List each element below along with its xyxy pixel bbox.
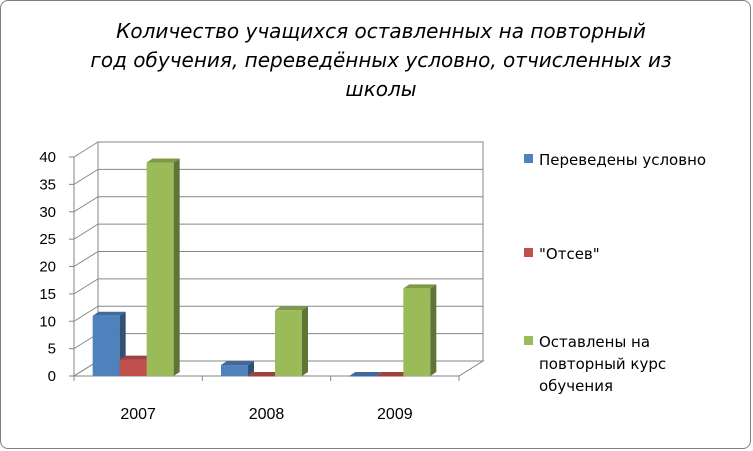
bar-side [302,306,308,376]
legend-label: "Отсев" [539,243,600,265]
bar-side [248,361,254,376]
bar-top [376,372,410,376]
legend-item-2: "Отсев" [524,243,600,265]
bar-front [403,288,431,376]
chart-title: Количество учащихся оставленных на повто… [61,17,701,104]
legend-item-3: Оставлены на повторный курс обучения [524,331,666,397]
label-layer: 0 5 10 15 20 25 30 35 40 2007 2008 2009 [39,149,412,423]
bar-2008-3 [275,306,308,376]
bar-top [275,306,308,311]
legend-swatch [524,336,533,345]
y-tick-label: 40 [39,149,56,166]
bar-side [173,158,180,376]
bar-2008-2 [248,372,281,377]
bar-front [349,376,377,377]
legend-label-line: "Отсев" [539,245,600,263]
chart-title-line-2: год обучения, переведённых условно, отчи… [90,48,672,72]
bar-front [376,376,404,377]
y-tick-label: 20 [39,259,56,276]
legend-label-line: Оставлены на [539,333,651,351]
chart-title-line-3: школы [345,77,417,101]
side-wall-line [73,141,99,158]
bar-2008-1 [221,361,254,376]
x-tick-label: 2007 [120,406,156,423]
side-wall-line [73,223,99,240]
y-tick-label: 30 [39,204,56,221]
bar-2007-3 [146,158,180,376]
chart-title-line-1: Количество учащихся оставленных на повто… [116,19,646,43]
legend-item-1: Переведены условно [524,149,706,171]
y-tick-label: 5 [48,341,56,358]
bar-front [275,310,302,376]
y-tick-label: 0 [48,368,56,385]
x-tick-label: 2009 [377,406,413,423]
side-wall-line [73,168,99,185]
side-wall-line [73,251,99,267]
x-tick-label: 2008 [249,406,285,423]
legend-label-line: обучения [539,377,613,395]
bar-top [221,361,254,366]
y-tick-label: 35 [39,176,56,193]
bar-2009-1 [349,372,383,377]
legend-label: Оставлены на повторный курс обучения [539,331,666,397]
y-tick-label: 10 [39,313,56,330]
y-tick-label: 15 [39,286,56,303]
bar-2009-2 [376,372,410,377]
bar-side [430,284,437,376]
bar-top [403,284,437,289]
bar-top [146,158,180,163]
bar-front [248,376,275,377]
side-wall-line [73,305,99,322]
bar-2009-3 [403,284,437,376]
bar-front [119,359,147,376]
y-tick-label: 25 [39,231,56,248]
bar-front [146,162,174,376]
legend-label-line: Переведены условно [539,151,707,169]
bar-front [221,365,248,376]
side-wall-line [73,278,99,295]
bar-top [119,355,153,360]
legend-swatch [524,154,533,163]
bar-top [92,311,126,316]
legend-label: Переведены условно [539,149,706,171]
bar-front [92,315,120,376]
bar-top [349,372,383,376]
side-wall-line [73,196,99,213]
legend-label-line: повторный курс [539,355,667,373]
legend-swatch [524,248,533,257]
bar-layer [92,158,437,377]
bar-top [248,372,281,376]
